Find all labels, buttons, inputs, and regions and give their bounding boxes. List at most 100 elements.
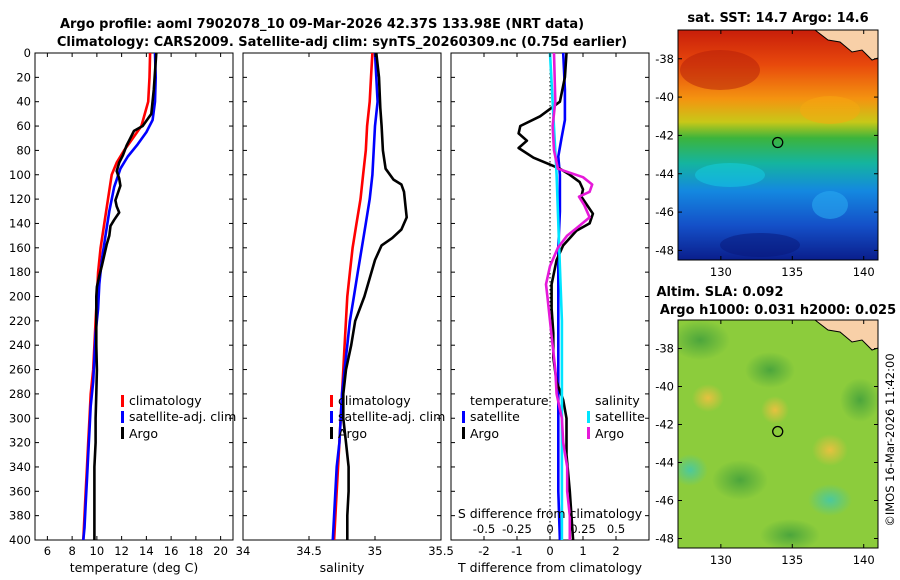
x-tick-label: 1: [579, 544, 586, 558]
legend-label-argo: Argo: [338, 426, 367, 441]
depth-tick-label: 120: [9, 192, 31, 206]
legend-title-temperature: temperature: [470, 393, 549, 408]
depth-tick-label: 0: [24, 46, 31, 60]
legend-swatch-t-argo: [462, 427, 465, 439]
legend-label-t-argo: Argo: [470, 426, 499, 441]
map-y-tick-label: -48: [655, 532, 674, 546]
legend-swatch-s-argo: [587, 427, 590, 439]
series-line-s-satellite: [548, 53, 564, 540]
legend-swatch-t-satellite: [462, 411, 465, 423]
map-x-tick-label: 130: [710, 265, 732, 279]
sla-low-patch: [840, 378, 878, 422]
x-tick-label: 0: [546, 544, 553, 558]
depth-tick-label: 280: [9, 387, 31, 401]
sla-map-frame: [677, 319, 879, 549]
depth-tick-label: 240: [9, 338, 31, 352]
series-line-satellite-adj-clim: [331, 53, 379, 540]
depth-tick-label: 100: [9, 168, 31, 182]
temperature-plot: [82, 53, 158, 540]
map-y-tick-label: -40: [655, 90, 674, 104]
map-y-tick-label: -38: [655, 52, 674, 66]
series-line-argo: [93, 53, 158, 540]
legend-label-satellite: satellite-adj. clim: [338, 409, 445, 424]
sst-map-ticks: -38 -40 -42 -44 -46 -48 130 135 140: [655, 30, 878, 279]
sst-coastline: [814, 30, 878, 61]
map-x-tick-label: 140: [853, 265, 875, 279]
main-title-line2: Climatology: CARS2009. Satellite-adj cli…: [57, 35, 627, 50]
depth-axis: 0 20 40 60 80 100 120 140 160 180 200 220 240 260 280 3…: [9, 46, 649, 547]
salinity-plot: [331, 53, 409, 540]
legend-label-t-satellite: satellite: [470, 409, 520, 424]
sla-high-patch: [761, 396, 789, 424]
depth-tick-label: 340: [9, 460, 31, 474]
sla-coastline: [814, 320, 878, 351]
depth-tick-label: 200: [9, 290, 31, 304]
depth-tick-label: 180: [9, 265, 31, 279]
sst-map-frame: [677, 29, 879, 261]
map-y-tick-label: -44: [655, 167, 674, 181]
depth-tick-label: 400: [9, 533, 31, 547]
map-y-tick-label: -42: [655, 418, 674, 432]
x-tick-label: 16: [164, 544, 179, 558]
s-tick-label: 0.5: [607, 522, 625, 536]
legend-swatch-climatology: [330, 395, 333, 407]
depth-tick-label: 160: [9, 241, 31, 255]
sla-low-patch: [760, 519, 820, 548]
legend-label-climatology: climatology: [338, 393, 411, 408]
salinity-axes: [242, 52, 442, 541]
sla-low-patch: [678, 454, 708, 486]
legend-swatch-argo: [330, 427, 333, 439]
sla-high-patch: [812, 434, 848, 466]
depth-tick-label: 320: [9, 436, 31, 450]
x-tick-label: 14: [139, 544, 154, 558]
s-tick-label: 0.25: [570, 522, 596, 536]
sst-cool-patch: [695, 163, 765, 187]
legend-label-argo: Argo: [129, 426, 158, 441]
s-tick-label: -0.5: [473, 522, 495, 536]
sst-cold-patch: [720, 233, 800, 257]
x-tick-label: 2: [612, 544, 619, 558]
x-tick-label: 10: [90, 544, 105, 558]
legend-swatch-satellite: [330, 411, 333, 423]
legend-swatch-s-satellite: [587, 411, 590, 423]
difference-xlabel: T difference from climatology: [457, 560, 643, 575]
map-x-tick-label: 140: [853, 553, 875, 567]
temperature-legend: climatology satellite-adj. clim Argo: [121, 393, 236, 441]
difference-legend: temperature satellite Argo salinity sate…: [462, 393, 645, 441]
map-y-tick-label: -42: [655, 128, 674, 142]
sst-warm-patch: [800, 96, 860, 124]
salinity-x-ticks: 34 34.5 35 35.5: [236, 53, 454, 558]
map-y-tick-label: -46: [655, 494, 674, 508]
temperature-xlabel: temperature (deg C): [70, 560, 199, 575]
legend-label-s-satellite: satellite: [595, 409, 645, 424]
x-tick-label: -2: [478, 544, 489, 558]
depth-tick-label: 80: [16, 143, 31, 157]
sla-map-title-line1: Altim. SLA: 0.092: [657, 285, 784, 300]
legend-label-satellite: satellite-adj. clim: [129, 409, 236, 424]
legend-swatch-satellite: [121, 411, 124, 423]
series-line-s-argo: [544, 53, 594, 540]
sst-eddy: [812, 191, 848, 219]
temperature-x-ticks: 6 8 10 12 14 16 18 20: [44, 53, 228, 558]
map-y-tick-label: -46: [655, 205, 674, 219]
salinity-legend: climatology satellite-adj. clim Argo: [330, 393, 445, 441]
x-tick-label: 35.5: [428, 544, 454, 558]
map-y-tick-label: -48: [655, 243, 674, 257]
sla-low-patch: [712, 460, 768, 500]
map-x-tick-label: 135: [781, 265, 803, 279]
x-tick-label: 8: [68, 544, 75, 558]
map-y-tick-label: -40: [655, 380, 674, 394]
depth-tick-label: 60: [16, 119, 31, 133]
sst-map: [678, 30, 878, 260]
series-line-t-argo: [517, 53, 595, 540]
legend-swatch-climatology: [121, 395, 124, 407]
x-tick-label: 20: [213, 544, 228, 558]
depth-tick-label: 220: [9, 314, 31, 328]
sla-map-title-line2: Argo h1000: 0.031 h2000: 0.025: [660, 303, 896, 318]
depth-tick-label: 140: [9, 216, 31, 230]
sla-low-patch: [678, 320, 730, 360]
salinity-xlabel: salinity: [320, 560, 365, 575]
depth-tick-label: 360: [9, 484, 31, 498]
sla-low-patch: [745, 352, 795, 388]
